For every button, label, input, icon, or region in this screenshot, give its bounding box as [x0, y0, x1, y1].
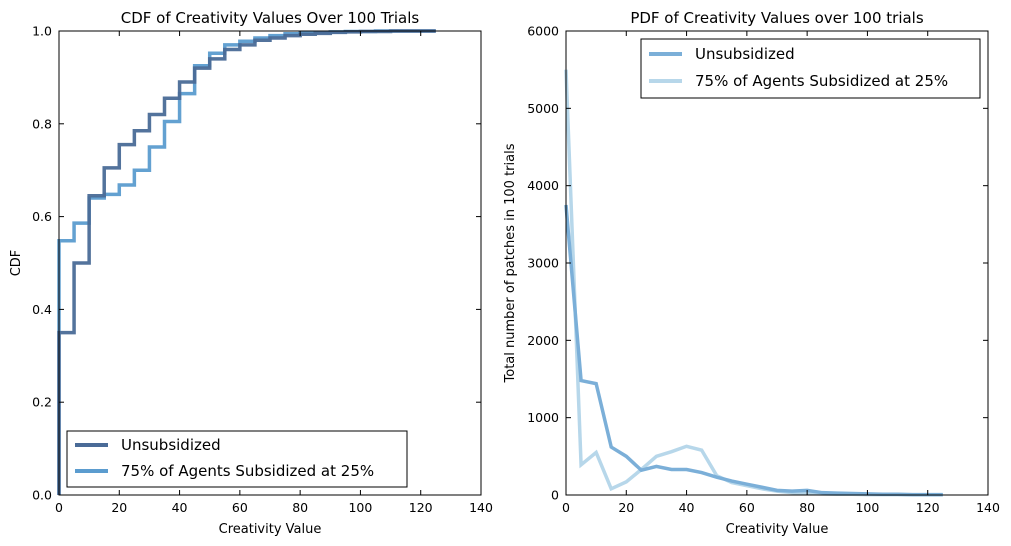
cdf-y-tick-label: 0.4: [32, 302, 52, 317]
pdf-y-tick-label: 6000: [527, 24, 559, 39]
cdf-y-tick-label: 0.2: [32, 395, 52, 410]
cdf-x-tick-label: 140: [469, 500, 493, 515]
cdf-x-tick-label: 80: [292, 500, 308, 515]
cdf-series-line-unsubsidized: [57, 29, 436, 495]
pdf-y-tick-label: 0: [551, 488, 559, 503]
cdf-x-tick-label: 40: [172, 500, 188, 515]
cdf-legend-label-subsidized: 75% of Agents Subsidized at 25%: [121, 462, 374, 480]
pdf-series-line-subsidized: [564, 69, 943, 497]
cdf-x-tick-label: 20: [111, 500, 127, 515]
cdf-legend-label-unsubsidized: Unsubsidized: [121, 436, 221, 454]
pdf-ticks: 0 20 40 60 80 100 120 140 0 1000 2000 3000 4000 5000 6…: [527, 24, 1000, 516]
cdf-ticks: 0 20 40 60 80 100 120 140 0.0 0.2 0.4 0.6 0.8 1.0: [32, 24, 493, 516]
pdf-x-axis-label: Creativity Value: [726, 522, 829, 537]
pdf-x-tick-label: 60: [739, 500, 755, 515]
pdf-legend-label-subsidized: 75% of Agents Subsidized at 25%: [695, 72, 948, 90]
pdf-y-tick-label: 5000: [527, 101, 559, 116]
pdf-legend-label-unsubsidized: Unsubsidized: [695, 45, 795, 63]
pdf-y-tick-label: 2000: [527, 333, 559, 348]
cdf-chart-title: CDF of Creativity Values Over 100 Trials: [121, 9, 420, 27]
pdf-y-tick-label: 1000: [527, 410, 559, 425]
cdf-y-tick-label: 0.8: [32, 116, 52, 131]
pdf-chart-title: PDF of Creativity Values over 100 trials: [630, 9, 924, 27]
pdf-y-tick-label: 4000: [527, 178, 559, 193]
cdf-legend: Unsubsidized 75% of Agents Subsidized at…: [66, 430, 408, 488]
cdf-x-tick-label: 120: [409, 500, 433, 515]
cdf-x-axis-label: Creativity Value: [219, 522, 322, 537]
pdf-x-tick-label: 120: [916, 500, 940, 515]
cdf-series-layer: [57, 29, 436, 495]
cdf-plot-frame: [58, 30, 482, 496]
pdf-x-tick-label: 140: [976, 500, 1000, 515]
cdf-x-tick-label: 60: [232, 500, 248, 515]
pdf-chart: 0 20 40 60 80 100 120 140 0 1000 2000 3000 4000 5000 6…: [503, 9, 1000, 537]
pdf-series-line-unsubsidized: [564, 204, 943, 497]
pdf-x-tick-label: 80: [799, 500, 815, 515]
pdf-x-tick-label: 40: [679, 500, 695, 515]
pdf-x-tick-label: 100: [855, 500, 879, 515]
pdf-legend-box: [640, 38, 981, 99]
cdf-y-tick-label: 0.0: [32, 488, 52, 503]
cdf-chart: 0 20 40 60 80 100 120 140 0.0 0.2 0.4 0.6 0.8 1.0 CDF…: [9, 9, 493, 537]
cdf-series-line-subsidized: [57, 29, 436, 495]
cdf-legend-box: [66, 430, 408, 488]
pdf-x-tick-label: 0: [562, 500, 570, 515]
pdf-legend: Unsubsidized 75% of Agents Subsidized at…: [640, 38, 981, 99]
pdf-series-layer: [564, 69, 943, 497]
cdf-x-tick-label: 0: [55, 500, 63, 515]
cdf-y-axis-label: CDF: [9, 250, 24, 277]
cdf-x-tick-label: 100: [348, 500, 372, 515]
pdf-plot-frame: [565, 30, 989, 496]
pdf-x-tick-label: 20: [618, 500, 634, 515]
pdf-y-tick-label: 3000: [527, 256, 559, 271]
pdf-y-axis-label: Total number of patches in 100 trials: [503, 143, 518, 383]
cdf-y-tick-label: 1.0: [32, 24, 52, 39]
cdf-y-tick-label: 0.6: [32, 209, 52, 224]
